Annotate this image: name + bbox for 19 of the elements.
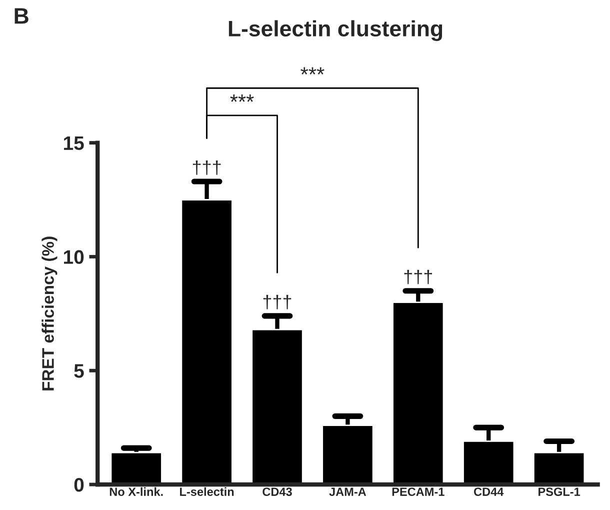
text: B <box>14 8 28 24</box>
y-tick-label: 0 <box>74 478 84 492</box>
x-tick-label: L-selectin <box>180 487 234 496</box>
y-tick-label: 5 <box>74 364 84 378</box>
x-tick-label: No X-link. <box>110 487 163 496</box>
x-tick-label: CD43 <box>262 488 292 496</box>
annotation: ††† <box>263 294 292 310</box>
annotation: ††† <box>404 270 432 284</box>
x-tick-label: PECAM-1 <box>392 488 444 496</box>
y-tick-label: 10 <box>64 250 84 264</box>
text: *** <box>300 67 324 75</box>
y-tick-label: 15 <box>64 136 84 150</box>
x-tick-label: JAM-A <box>329 488 366 496</box>
y-axis-title: FRET efficiency (%) <box>42 236 58 390</box>
annotation: ††† <box>192 160 221 175</box>
text: *** <box>230 94 254 102</box>
x-tick-label: PSGL-1 <box>538 488 580 496</box>
chart-title: L-selectin clustering <box>228 20 442 42</box>
x-tick-label: CD44 <box>474 488 504 496</box>
